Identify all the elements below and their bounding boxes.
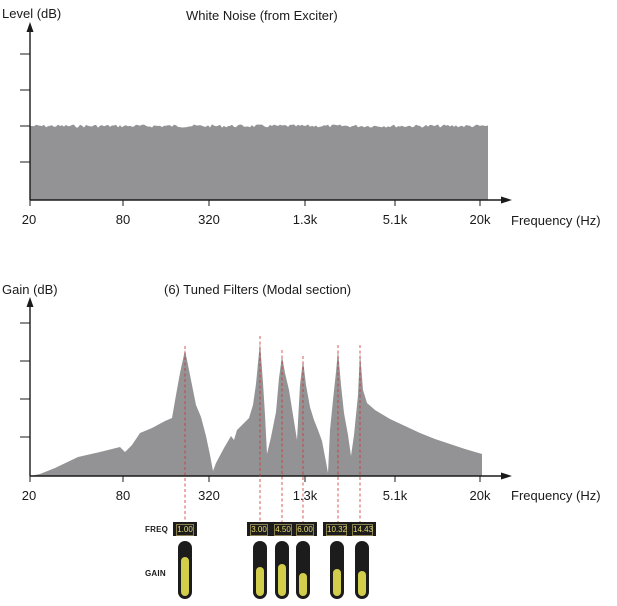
gain-row-label: GAIN [145, 569, 166, 578]
bottom-x-tick-label: 20k [469, 488, 491, 503]
bottom-x-axis-arrow [501, 472, 512, 480]
filter-freq-value: 14.43 [352, 524, 374, 536]
filter-gain-level [299, 573, 307, 596]
filter-freq-value: 6.00 [296, 524, 314, 536]
filter-freq-display: 1.00 [173, 522, 197, 536]
filter-gain-slider[interactable] [355, 541, 369, 599]
top-x-tick-label: 20 [21, 212, 37, 227]
bottom-x-tick-label: 1.3k [292, 488, 318, 503]
filter-gain-level [278, 564, 286, 596]
filter-gain-slider[interactable] [330, 541, 344, 599]
top-x-tick-label: 20k [469, 212, 491, 227]
top-x-axis-arrow [501, 196, 512, 204]
filter-response-fill [30, 342, 482, 476]
freq-row-label: FREQ [145, 525, 169, 534]
filter-gain-level [358, 571, 366, 596]
filter-freq-value: 1.00 [176, 524, 194, 536]
bottom-x-axis-label: Frequency (Hz) [511, 488, 601, 503]
top-x-tick-label: 1.3k [292, 212, 318, 227]
top-x-tick-label: 80 [115, 212, 131, 227]
top-chart-title: White Noise (from Exciter) [186, 8, 338, 23]
filter-gain-level [256, 567, 264, 596]
filter-gain-slider[interactable] [178, 541, 192, 599]
bottom-y-axis-arrow [26, 297, 34, 307]
bottom-y-axis-label: Gain (dB) [2, 282, 58, 297]
filter-freq-display: 6.00 [293, 522, 317, 536]
top-x-tick-label: 320 [198, 212, 220, 227]
top-x-tick-label: 5.1k [382, 212, 408, 227]
filter-gain-slider[interactable] [296, 541, 310, 599]
filter-gain-slider[interactable] [253, 541, 267, 599]
filter-gain-slider[interactable] [275, 541, 289, 599]
filter-gain-level [181, 557, 189, 596]
bottom-chart [20, 297, 512, 522]
top-chart [20, 22, 512, 206]
filter-freq-value: 3.00 [250, 524, 268, 536]
bottom-x-tick-label: 5.1k [382, 488, 408, 503]
filter-freq-display: 3.00 [247, 522, 271, 536]
filter-gain-level [333, 569, 341, 596]
top-y-axis-label: Level (dB) [2, 6, 62, 21]
filter-freq-display: 14.43 [349, 522, 376, 536]
bottom-chart-title: (6) Tuned Filters (Modal section) [164, 282, 352, 297]
filter-freq-display: 4.50 [271, 522, 295, 536]
bottom-x-tick-label: 20 [21, 488, 37, 503]
white-noise-fill [30, 124, 488, 200]
bottom-x-tick-label: 320 [198, 488, 220, 503]
filter-freq-value: 10.32 [326, 524, 348, 536]
bottom-x-tick-label: 80 [115, 488, 131, 503]
top-y-axis-arrow [26, 22, 34, 32]
filter-freq-value: 4.50 [274, 524, 292, 536]
filter-freq-display: 10.32 [323, 522, 350, 536]
top-x-axis-label: Frequency (Hz) [511, 213, 601, 228]
